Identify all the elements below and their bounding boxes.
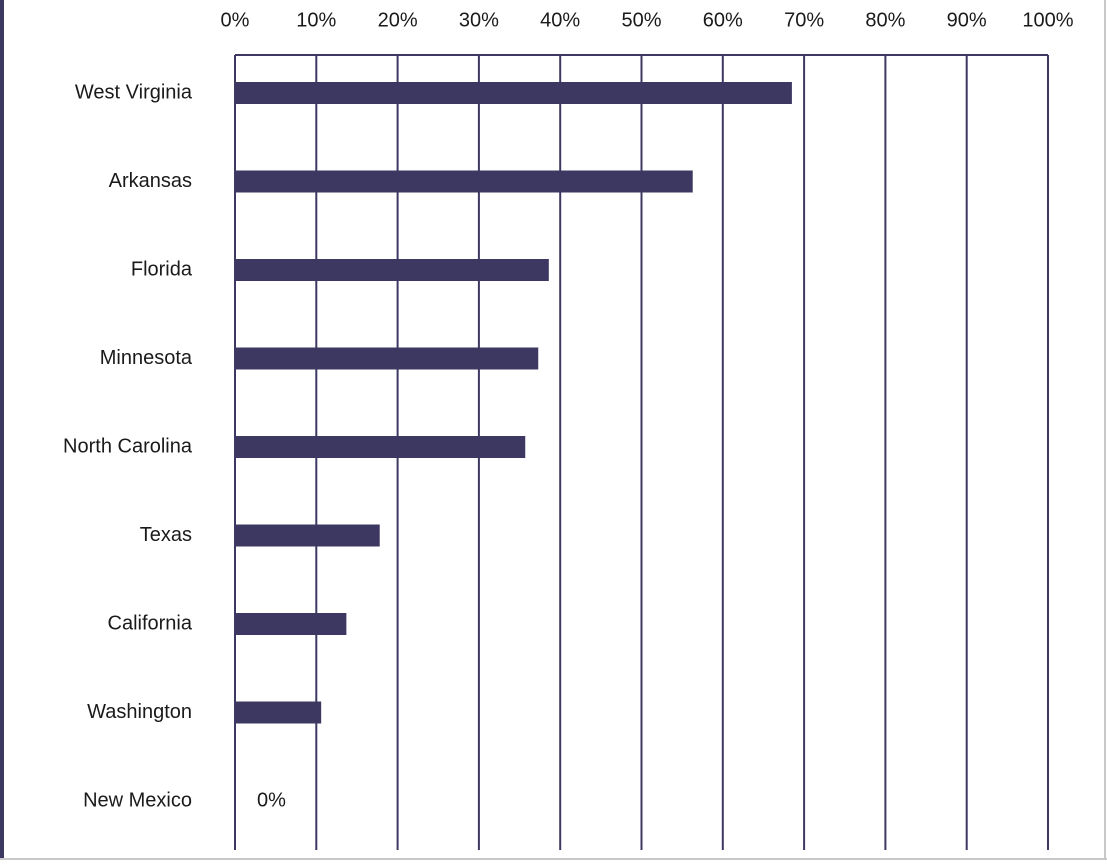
bar — [235, 701, 322, 724]
bar — [235, 259, 549, 281]
y-tick-label: West Virginia — [75, 81, 193, 103]
y-tick-label: Texas — [140, 524, 192, 546]
y-tick-label: New Mexico — [83, 789, 192, 811]
bar — [235, 613, 347, 635]
y-tick-label: California — [108, 612, 193, 634]
y-tick-label: Arkansas — [109, 170, 192, 192]
x-tick-label: 0% — [221, 9, 250, 31]
x-tick-label: 60% — [703, 9, 743, 31]
y-tick-label: Minnesota — [100, 347, 193, 369]
value-label: 0% — [257, 789, 286, 811]
x-tick-label: 40% — [540, 9, 580, 31]
y-tick-label: Florida — [131, 258, 193, 280]
bar — [235, 347, 539, 370]
bar — [235, 524, 380, 547]
bar — [235, 82, 792, 104]
x-tick-label: 90% — [947, 9, 987, 31]
y-tick-label: North Carolina — [63, 435, 193, 457]
x-tick-label: 10% — [296, 9, 336, 31]
x-tick-label: 20% — [378, 9, 418, 31]
x-tick-label: 80% — [865, 9, 905, 31]
bar — [235, 170, 693, 193]
y-tick-label: Washington — [87, 701, 192, 723]
x-tick-label: 50% — [621, 9, 661, 31]
x-tick-label: 100% — [1022, 9, 1073, 31]
bar — [235, 436, 526, 458]
x-tick-label: 30% — [459, 9, 499, 31]
x-tick-label: 70% — [784, 9, 824, 31]
